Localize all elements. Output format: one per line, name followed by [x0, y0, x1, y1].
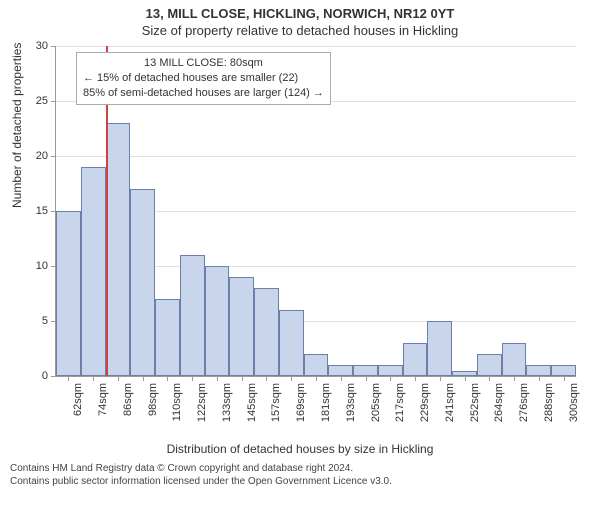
footer-attribution: Contains HM Land Registry data © Crown c…	[10, 462, 590, 488]
bar	[551, 365, 576, 376]
bar	[353, 365, 378, 376]
footer-line1: Contains HM Land Registry data © Crown c…	[10, 462, 590, 475]
ytick-label: 5	[8, 315, 48, 327]
xtick-label: 133sqm	[221, 383, 233, 422]
xtick-label: 217sqm	[394, 383, 406, 422]
xtick-mark	[465, 376, 466, 381]
xtick-mark	[192, 376, 193, 381]
xtick-label: 169sqm	[295, 383, 307, 422]
xtick-mark	[489, 376, 490, 381]
bar	[378, 365, 403, 376]
xtick-label: 252sqm	[469, 383, 481, 422]
bar	[502, 343, 527, 376]
bar	[155, 299, 180, 376]
xtick-label: 300sqm	[568, 383, 580, 422]
xtick-label: 74sqm	[97, 383, 109, 416]
xtick-mark	[217, 376, 218, 381]
xtick-label: 62sqm	[72, 383, 84, 416]
xtick-label: 157sqm	[270, 383, 282, 422]
ytick-label: 10	[8, 260, 48, 272]
xtick-mark	[68, 376, 69, 381]
xtick-label: 229sqm	[419, 383, 431, 422]
annotation-line3: 85% of semi-detached houses are larger (…	[83, 86, 324, 101]
xtick-label: 122sqm	[196, 383, 208, 422]
bar	[106, 123, 131, 376]
xtick-label: 110sqm	[171, 383, 183, 421]
ytick-label: 15	[8, 205, 48, 217]
xtick-label: 205sqm	[370, 383, 382, 422]
xtick-mark	[341, 376, 342, 381]
bar	[130, 189, 155, 376]
bar	[526, 365, 551, 376]
bar	[477, 354, 502, 376]
ytick-label: 0	[8, 370, 48, 382]
xtick-mark	[390, 376, 391, 381]
bar	[254, 288, 279, 376]
xtick-label: 241sqm	[444, 383, 456, 422]
xtick-mark	[242, 376, 243, 381]
bar	[81, 167, 106, 376]
bar	[304, 354, 329, 376]
xtick-label: 288sqm	[543, 383, 555, 422]
annotation-line2: ← 15% of detached houses are smaller (22…	[83, 71, 324, 86]
bar	[180, 255, 205, 376]
ytick-label: 20	[8, 150, 48, 162]
chart-title-line2: Size of property relative to detached ho…	[0, 23, 600, 38]
bar	[56, 211, 81, 376]
xtick-mark	[539, 376, 540, 381]
bar	[403, 343, 428, 376]
xtick-label: 98sqm	[147, 383, 159, 416]
ytick-mark	[51, 156, 56, 157]
footer-line2: Contains public sector information licen…	[10, 475, 590, 488]
xtick-mark	[564, 376, 565, 381]
xtick-label: 145sqm	[246, 383, 258, 422]
plot-area: 05101520253062sqm74sqm86sqm98sqm110sqm12…	[55, 46, 576, 377]
bar	[328, 365, 353, 376]
bar	[427, 321, 452, 376]
xtick-label: 276sqm	[518, 383, 530, 422]
xtick-label: 86sqm	[122, 383, 134, 416]
ytick-label: 25	[8, 95, 48, 107]
xtick-mark	[118, 376, 119, 381]
ytick-mark	[51, 101, 56, 102]
xtick-mark	[266, 376, 267, 381]
gridline	[56, 46, 576, 47]
chart-wrapper: Number of detached properties 0510152025…	[0, 38, 600, 438]
chart-title-line1: 13, MILL CLOSE, HICKLING, NORWICH, NR12 …	[0, 6, 600, 21]
ytick-mark	[51, 376, 56, 377]
y-axis-label: Number of detached properties	[10, 43, 24, 208]
bar	[205, 266, 230, 376]
xtick-label: 181sqm	[320, 383, 332, 422]
bar	[279, 310, 304, 376]
x-axis-label: Distribution of detached houses by size …	[0, 442, 600, 456]
annotation-line1: 13 MILL CLOSE: 80sqm	[83, 56, 324, 71]
gridline	[56, 156, 576, 157]
xtick-mark	[440, 376, 441, 381]
xtick-mark	[316, 376, 317, 381]
annotation-box: 13 MILL CLOSE: 80sqm ← 15% of detached h…	[76, 52, 331, 105]
xtick-mark	[514, 376, 515, 381]
xtick-label: 193sqm	[345, 383, 357, 422]
xtick-mark	[167, 376, 168, 381]
ytick-label: 30	[8, 40, 48, 52]
xtick-mark	[366, 376, 367, 381]
ytick-mark	[51, 46, 56, 47]
xtick-mark	[291, 376, 292, 381]
xtick-mark	[415, 376, 416, 381]
xtick-mark	[143, 376, 144, 381]
xtick-label: 264sqm	[493, 383, 505, 422]
bar	[229, 277, 254, 376]
xtick-mark	[93, 376, 94, 381]
